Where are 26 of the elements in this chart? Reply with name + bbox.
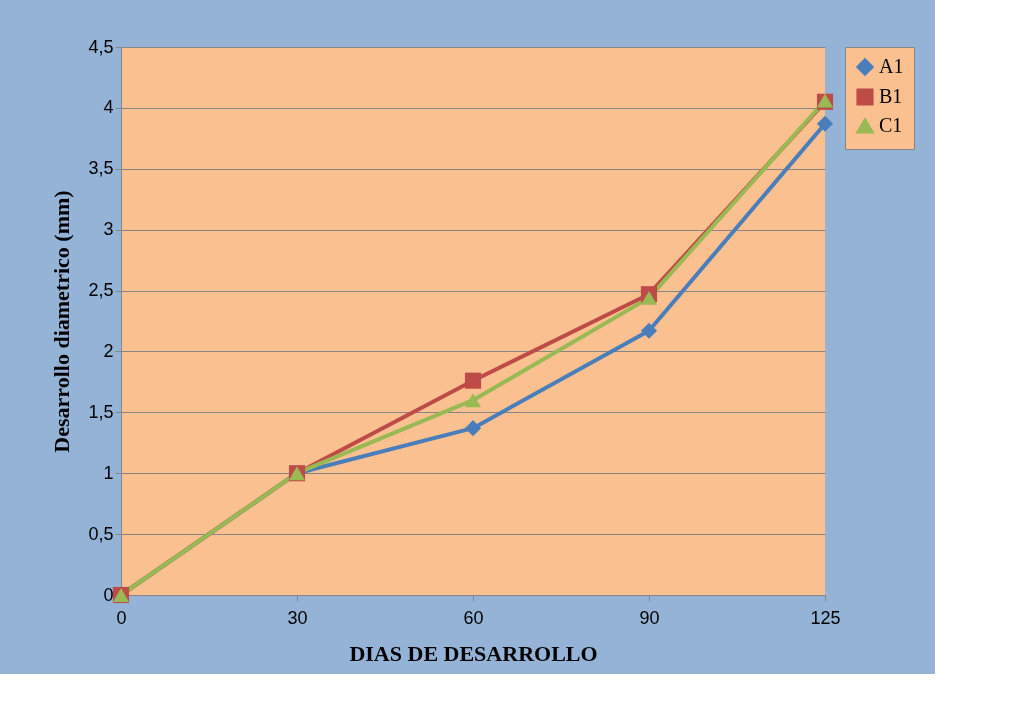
y-tick-label: 1 xyxy=(103,462,114,483)
legend-label: B1 xyxy=(879,85,903,107)
y-tick-label: 1,5 xyxy=(88,401,114,422)
point xyxy=(464,372,482,389)
y-tick-label: 3 xyxy=(103,219,114,240)
x-tick-label: 90 xyxy=(639,607,660,628)
x-tick-label: 125 xyxy=(810,607,841,628)
point xyxy=(464,393,482,408)
x-tick-label: 60 xyxy=(463,607,484,628)
y-tick-label: 2 xyxy=(103,340,114,361)
y-tick-label: 4 xyxy=(103,97,114,118)
x-tick-label: 0 xyxy=(116,607,127,628)
legend-label: C1 xyxy=(879,114,903,136)
y-tick-label: 3,5 xyxy=(88,158,114,179)
point xyxy=(640,290,658,305)
y-tick-label: 4,5 xyxy=(88,36,114,57)
x-tick-label: 30 xyxy=(287,607,308,628)
y-tick-label: 0 xyxy=(103,584,114,605)
point xyxy=(816,115,834,132)
y-tick-label: 0,5 xyxy=(88,523,114,544)
y-tick-label: 2,5 xyxy=(88,280,114,301)
point xyxy=(464,420,482,437)
x-axis-title: DIAS DE DESARROLLO xyxy=(349,640,598,666)
y-axis-title: Desarrollo diametrico (mm) xyxy=(49,190,75,453)
legend-label: A1 xyxy=(879,55,904,77)
point xyxy=(640,322,658,339)
